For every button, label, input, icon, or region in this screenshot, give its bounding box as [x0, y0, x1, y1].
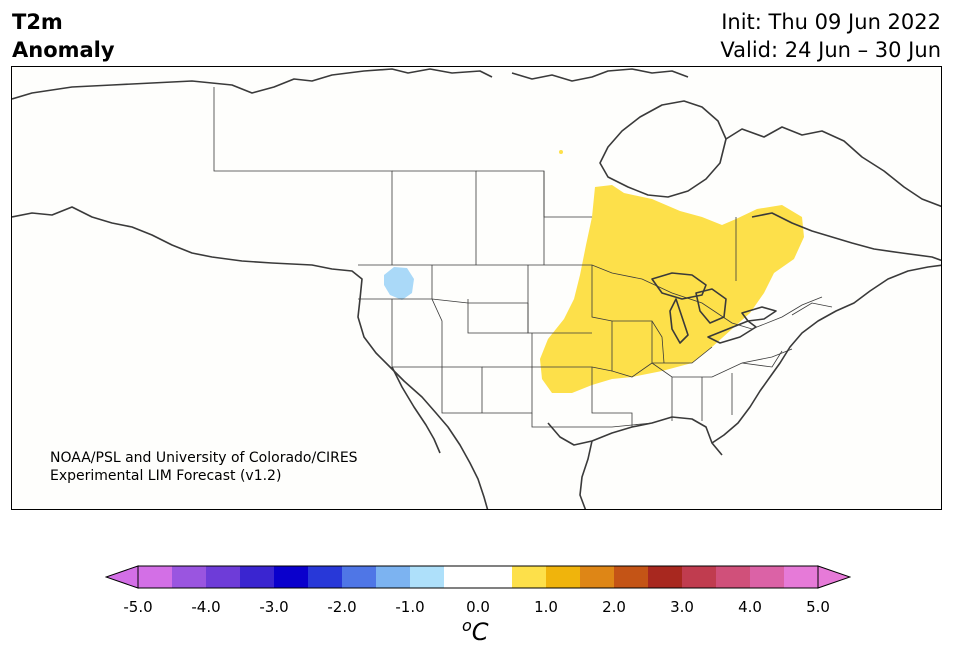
colorbar-frame — [137, 565, 819, 589]
colorbar-tick-label: -2.0 — [327, 598, 357, 616]
title-line-2: Anomaly — [12, 38, 115, 62]
colorbar-bin — [274, 566, 309, 588]
cool-anomaly-pacific-nw — [384, 267, 414, 300]
colorbar-tick-label: -4.0 — [191, 598, 221, 616]
colorbar-bin — [308, 566, 343, 588]
colorbar-bin — [512, 566, 547, 588]
colorbar-min-extend — [105, 565, 139, 589]
colorbar — [105, 565, 851, 589]
colorbar-bin — [784, 566, 819, 588]
colorbar-bin — [716, 566, 751, 588]
colorbar-bin — [172, 566, 207, 588]
colorbar-bin — [648, 566, 683, 588]
map-canvas — [12, 68, 941, 509]
credit-line-1: NOAA/PSL and University of Colorado/CIRE… — [50, 450, 358, 466]
colorbar-tick-label: 1.0 — [534, 598, 558, 616]
colorbar-bin — [614, 566, 649, 588]
map-title: T2m Anomaly — [12, 8, 115, 64]
colorbar-bin — [342, 566, 377, 588]
colorbar-tick-label: 0.0 — [466, 598, 490, 616]
colorbar-bin — [478, 566, 513, 588]
init-date: Init: Thu 09 Jun 2022 — [721, 10, 941, 34]
coastlines — [12, 68, 941, 509]
colorbar-bin — [138, 566, 173, 588]
colorbar-bin — [240, 566, 275, 588]
unit-letter: C — [471, 618, 489, 646]
colorbar-bin — [444, 566, 479, 588]
borders — [213, 87, 833, 428]
forecast-dates: Init: Thu 09 Jun 2022 Valid: 24 Jun – 30… — [720, 8, 941, 64]
map-panel: NOAA/PSL and University of Colorado/CIRE… — [11, 66, 942, 510]
unit-degree-sup: o — [462, 616, 472, 635]
title-line-1: T2m — [12, 10, 63, 34]
valid-range: Valid: 24 Jun – 30 Jun — [720, 38, 941, 62]
colorbar-tick-label: -1.0 — [395, 598, 425, 616]
colorbar-tick-label: 3.0 — [670, 598, 694, 616]
colorbar-bin — [206, 566, 241, 588]
warm-anomaly-central-us — [540, 185, 804, 393]
colorbar-bin — [580, 566, 615, 588]
colorbar-bin — [376, 566, 411, 588]
colorbar-bin — [546, 566, 581, 588]
colorbar-tick-label: 2.0 — [602, 598, 626, 616]
colorbar-max-extend — [817, 565, 851, 589]
colorbar-tick-label: -3.0 — [259, 598, 289, 616]
map-credit: NOAA/PSL and University of Colorado/CIRE… — [50, 449, 358, 485]
colorbar-bin — [682, 566, 717, 588]
colorbar-tick-label: 4.0 — [738, 598, 762, 616]
credit-line-2: Experimental LIM Forecast (v1.2) — [50, 468, 282, 484]
colorbar-unit: oC — [462, 616, 489, 646]
colorbar-bin — [750, 566, 785, 588]
warm-anomaly-hudson-bay-speck — [559, 150, 563, 154]
colorbar-bin — [410, 566, 445, 588]
colorbar-tick-label: 5.0 — [806, 598, 830, 616]
colorbar-tick-label: -5.0 — [123, 598, 153, 616]
